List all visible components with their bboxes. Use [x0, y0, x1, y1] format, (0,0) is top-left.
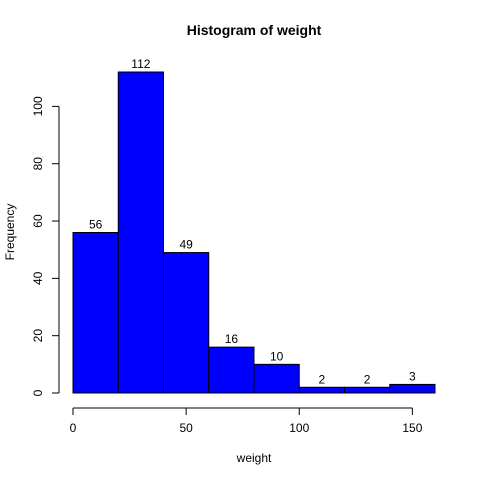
y-axis: 0 20 40 60 80 100	[31, 96, 60, 396]
histogram-bar-8	[389, 383, 436, 394]
bar-value-label-8: 3	[409, 369, 416, 383]
y-tick-label-3: 60	[31, 214, 45, 228]
x-tick-label-2: 100	[289, 421, 309, 435]
bar-value-label-4: 16	[225, 332, 239, 346]
x-axis: 0 50 100 150	[70, 407, 423, 435]
y-axis-label: Frequency	[3, 204, 17, 261]
chart-title: Histogram of weight	[187, 22, 322, 38]
y-tick-label-1: 20	[31, 329, 45, 343]
histogram-bar-2	[117, 71, 164, 394]
x-tick-label-0: 0	[70, 421, 77, 435]
bar-value-label-3: 49	[179, 238, 193, 252]
x-tick-label-3: 150	[402, 421, 422, 435]
x-tick-label-1: 50	[179, 421, 193, 435]
x-axis-label: weight	[236, 451, 272, 465]
histogram-bar-4	[208, 346, 255, 394]
bars-group	[72, 71, 436, 394]
bar-value-label-1: 56	[89, 218, 103, 232]
histogram-bar-6	[298, 386, 345, 394]
histogram-bar-3	[163, 252, 210, 394]
histogram-bar-1	[72, 232, 119, 394]
data-labels-group: 56 112 49 16 10 2 2 3	[89, 57, 416, 386]
bar-value-label-5: 10	[270, 349, 284, 363]
y-tick-label-5: 100	[31, 96, 45, 116]
y-tick-label-4: 80	[31, 157, 45, 171]
bar-value-label-2: 112	[131, 57, 150, 71]
histogram-bar-5	[253, 363, 300, 394]
y-tick-label-0: 0	[31, 389, 45, 396]
bar-value-label-7: 2	[364, 372, 371, 386]
bar-value-label-6: 2	[319, 372, 326, 386]
y-tick-label-2: 40	[31, 271, 45, 285]
histogram-bar-7	[344, 386, 391, 394]
